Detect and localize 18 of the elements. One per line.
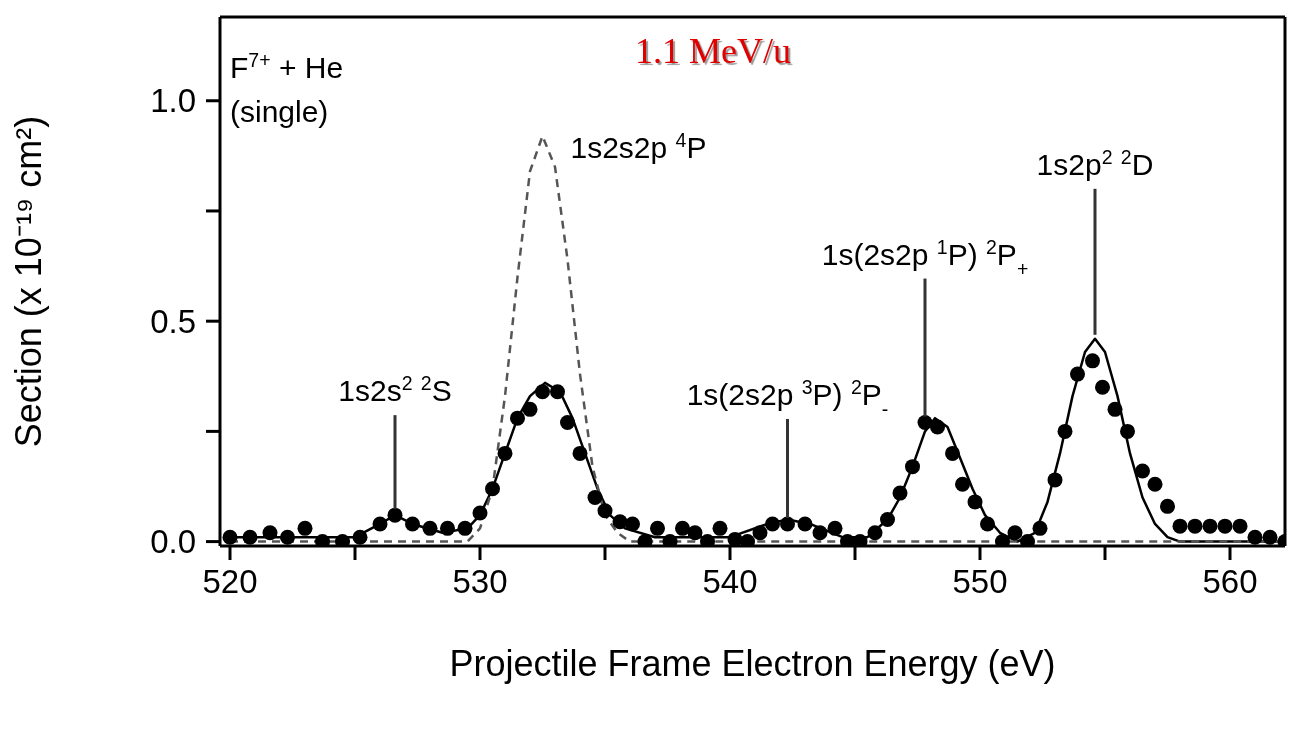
y-tick-label: 0.5 (150, 302, 196, 340)
annotation: 1s(2s2p $^{3}$P) $^{2}$P$_{-}$ (686, 375, 889, 420)
x-tick-label: 560 (1202, 563, 1258, 601)
annotation: (single) (230, 95, 329, 128)
annotation: 1s(2s2p $^{1}$P) $^{2}$P$_{+}$ (821, 235, 1029, 280)
y-tick-label: 1.0 (150, 82, 196, 120)
chart-title: 1.1 MeV/u (635, 31, 791, 71)
annotation: 1s2s2p $^{4}$P (570, 129, 707, 165)
y-axis-title: Section (x 10⁻¹⁹ cm²) (7, 115, 49, 448)
y-tick-label: 0.0 (150, 523, 196, 561)
x-tick-label: 530 (452, 563, 508, 601)
x-tick-label: 540 (702, 563, 758, 601)
x-tick-label: 550 (952, 563, 1008, 601)
annotation: 1s2p$^{2}$ $^{2}$D (1036, 145, 1154, 181)
x-tick-label: 520 (202, 563, 258, 601)
x-axis-title: Projectile Frame Electron Energy (eV) (449, 643, 1056, 684)
annotation: 1s2s$^{2}$ $^{2}$S (338, 372, 452, 408)
annotation: F$^{7+}$ + He (230, 49, 344, 84)
